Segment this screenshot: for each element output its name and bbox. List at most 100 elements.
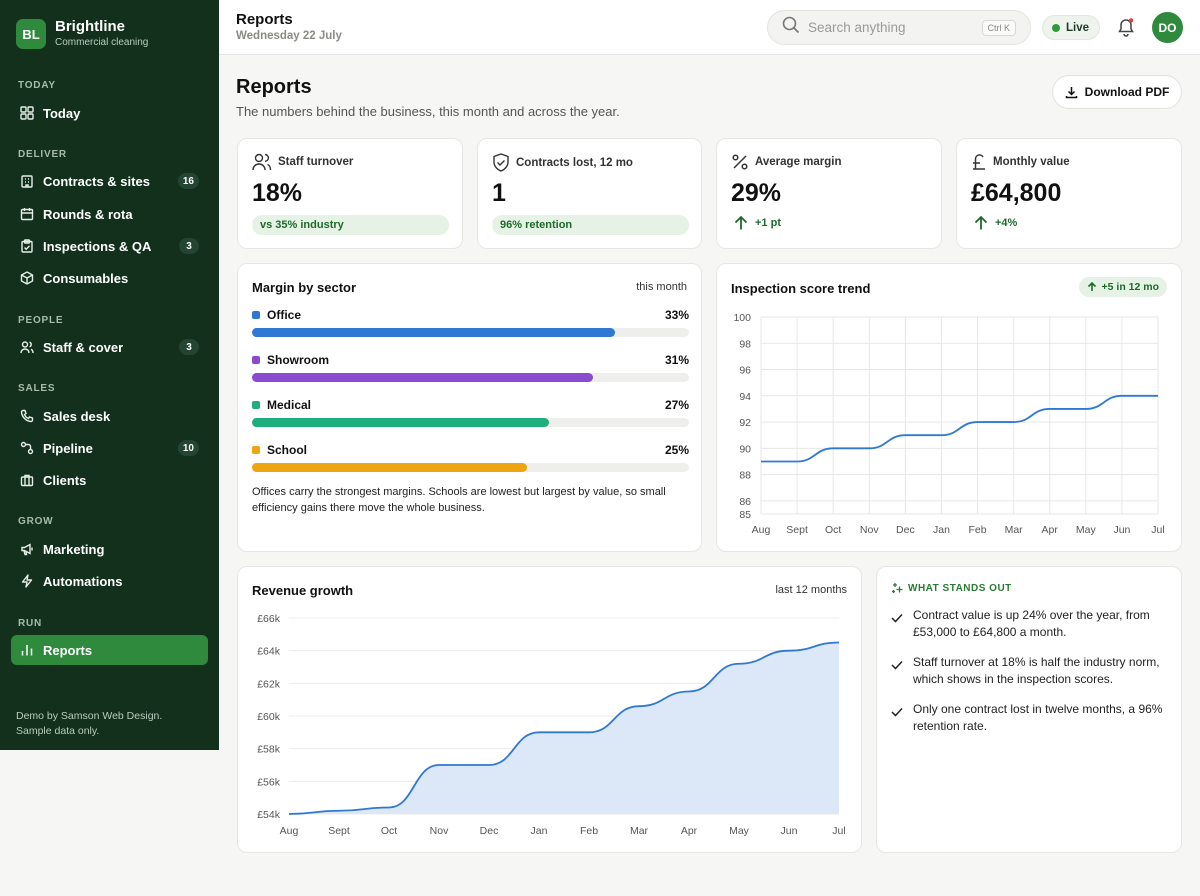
x-tick-label: Jul xyxy=(1151,524,1164,536)
kpi-value: 1 xyxy=(492,179,506,207)
sidebar-item-consumables[interactable]: Consumables xyxy=(11,263,208,293)
x-tick-label: Sept xyxy=(328,825,350,837)
sidebar-item-marketing[interactable]: Marketing xyxy=(11,534,208,564)
kpi-card-monthly-value: Monthly value £64,800 +4% xyxy=(956,138,1182,249)
sidebar-item-today[interactable]: Today xyxy=(11,98,208,128)
trend-badge-label: +5 in 12 mo xyxy=(1101,281,1159,293)
sector-percent: 31% xyxy=(664,353,689,367)
sector-bar-track xyxy=(252,328,689,337)
card-title: Inspection score trend xyxy=(731,281,871,296)
users-icon xyxy=(19,339,35,355)
sidebar-item-reports[interactable]: Reports xyxy=(11,635,208,665)
sidebar-item-clients[interactable]: Clients xyxy=(11,465,208,495)
count-badge: 3 xyxy=(179,339,199,355)
footer-line: Sample data only. xyxy=(16,725,100,737)
sector-note: Offices carry the strongest margins. Sch… xyxy=(252,486,666,514)
y-tick-label: 92 xyxy=(739,417,751,429)
sidebar-item-inspections[interactable]: Inspections & QA 3 xyxy=(11,231,208,261)
brand-logo: BL xyxy=(16,19,46,49)
sector-percent: 25% xyxy=(664,443,689,457)
grid-icon xyxy=(19,105,35,121)
top-bar-date: Wednesday 22 July xyxy=(236,30,342,42)
briefcase-icon xyxy=(19,472,35,488)
kpi-label: Staff turnover xyxy=(278,156,354,168)
count-badge: 3 xyxy=(179,238,199,254)
phone-icon xyxy=(19,408,35,424)
bar-chart-icon xyxy=(19,642,35,658)
kpi-label: Average margin xyxy=(755,156,842,168)
page-subtitle: The numbers behind the business, this mo… xyxy=(236,104,620,119)
sector-bar-track xyxy=(252,463,689,472)
sector-name: Medical xyxy=(267,398,312,412)
sidebar-item-label: Sales desk xyxy=(43,408,111,424)
sidebar-item-pipeline[interactable]: Pipeline 10 xyxy=(11,433,208,463)
x-tick-label: Jun xyxy=(1113,524,1130,536)
y-tick-label: £64k xyxy=(257,646,281,658)
arrow-up-icon xyxy=(734,215,748,230)
megaphone-icon xyxy=(19,541,35,557)
download-pdf-button[interactable]: Download PDF xyxy=(1052,75,1182,109)
brand[interactable]: BL Brightline Commercial cleaning xyxy=(16,18,148,50)
calendar-icon xyxy=(19,206,35,222)
x-tick-label: Jun xyxy=(781,825,798,837)
live-indicator[interactable]: Live xyxy=(1042,15,1101,40)
sidebar-item-contracts[interactable]: Contracts & sites 16 xyxy=(11,166,208,196)
x-tick-label: Dec xyxy=(480,825,499,837)
legend-swatch xyxy=(252,401,260,409)
bolt-icon xyxy=(19,573,35,589)
y-tick-label: 90 xyxy=(739,443,751,455)
sidebar-item-label: Clients xyxy=(43,472,87,488)
download-pdf-label: Download PDF xyxy=(1084,85,1170,99)
sparkle-icon xyxy=(892,583,903,593)
building-icon xyxy=(19,173,35,189)
y-tick-label: £66k xyxy=(257,613,281,625)
x-tick-label: Dec xyxy=(896,524,915,536)
check-icon xyxy=(891,607,913,641)
y-tick-label: 96 xyxy=(739,365,751,377)
live-label: Live xyxy=(1066,21,1090,34)
nav-section-today: TODAY xyxy=(18,80,56,91)
arrow-up-icon xyxy=(1087,282,1096,291)
legend-swatch xyxy=(252,311,260,319)
trend-badge: +5 in 12 mo xyxy=(1078,277,1167,297)
arrow-up-icon xyxy=(974,215,988,230)
sidebar-item-automations[interactable]: Automations xyxy=(11,566,208,596)
search-icon xyxy=(782,16,800,39)
sidebar-item-rounds[interactable]: Rounds & rota xyxy=(11,199,208,229)
notifications-bell-icon[interactable] xyxy=(1117,17,1135,37)
x-tick-label: May xyxy=(729,825,750,837)
kpi-card-staff-turnover: Staff turnover 18% vs 35% industry xyxy=(237,138,463,249)
series-line xyxy=(288,641,840,815)
search-box[interactable]: Ctrl K xyxy=(767,10,1031,45)
y-tick-label: £54k xyxy=(257,809,281,821)
y-tick-label: 98 xyxy=(739,338,751,350)
kpi-label: Contracts lost, 12 mo xyxy=(516,156,633,169)
download-icon xyxy=(1065,86,1077,98)
insights-heading: WHAT STANDS OUT xyxy=(908,582,1012,594)
sidebar-item-staff[interactable]: Staff & cover 3 xyxy=(11,332,208,362)
sector-bar-fill xyxy=(252,418,550,427)
avatar[interactable]: DO xyxy=(1152,12,1183,43)
sector-name: School xyxy=(267,443,308,457)
box-icon xyxy=(19,270,35,286)
percent-icon xyxy=(732,154,748,170)
sector-name: Office xyxy=(267,308,302,322)
sector-bar-track xyxy=(252,373,689,382)
kpi-delta: +1 pt xyxy=(755,217,781,229)
x-tick-label: Jan xyxy=(531,825,548,837)
x-tick-label: Nov xyxy=(860,524,879,536)
sidebar-item-label: Marketing xyxy=(43,541,105,557)
x-tick-label: Jul xyxy=(832,825,845,837)
x-tick-label: Aug xyxy=(752,524,771,536)
x-tick-label: Sept xyxy=(786,524,808,536)
flow-icon xyxy=(19,440,35,456)
insight-text: Contract value is up 24% over the year, … xyxy=(913,608,1150,639)
x-tick-label: Apr xyxy=(681,825,698,837)
kpi-note: vs 35% industry xyxy=(252,215,449,235)
y-tick-label: 100 xyxy=(733,312,751,324)
top-bar-title: Reports xyxy=(236,11,293,28)
search-input[interactable] xyxy=(808,20,978,35)
page-title: Reports xyxy=(236,76,312,98)
kpi-value: 18% xyxy=(252,179,303,207)
sidebar-item-sales-desk[interactable]: Sales desk xyxy=(11,401,208,431)
